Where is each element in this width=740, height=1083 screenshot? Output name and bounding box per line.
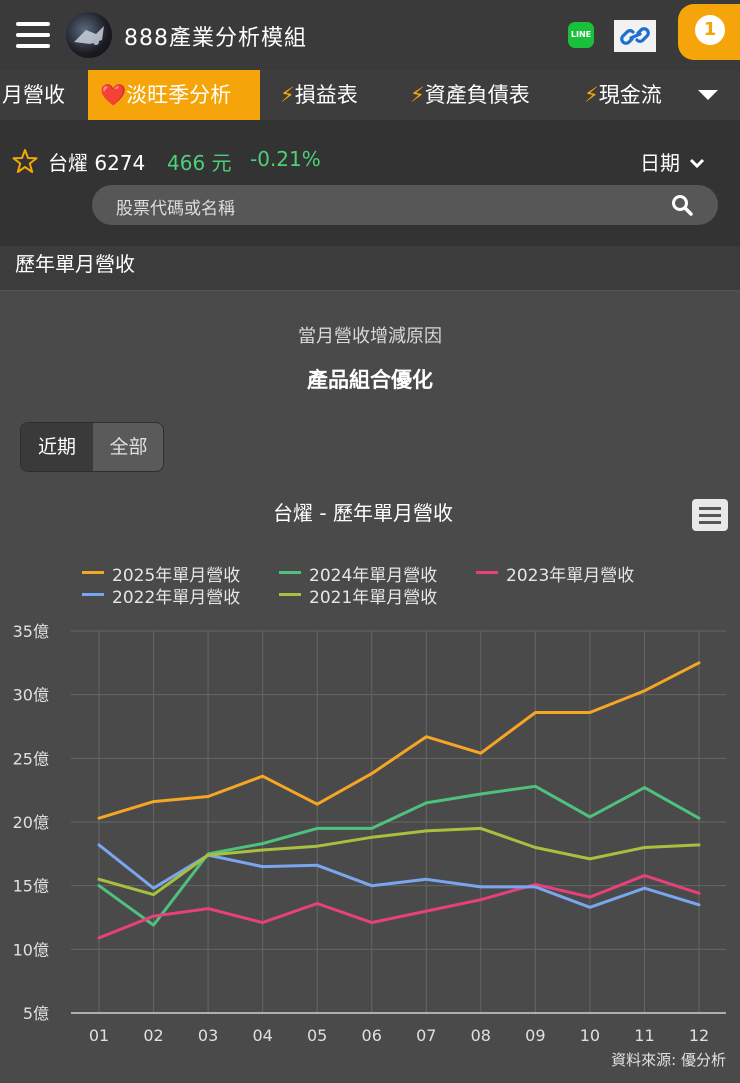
y-tick-label: 25億 <box>13 749 49 768</box>
hamburger-menu-icon[interactable] <box>16 22 50 48</box>
tab-monthly-revenue[interactable]: 月營收 <box>2 83 65 107</box>
heart-icon: ❤️ <box>100 83 127 107</box>
x-tick-label: 02 <box>143 1026 163 1045</box>
date-selector[interactable]: 日期 <box>640 147 706 176</box>
period-all-button[interactable]: 全部 <box>109 436 148 458</box>
lightning-icon: ⚡ <box>280 83 295 107</box>
y-tick-label: 35億 <box>13 622 49 641</box>
lightning-icon: ⚡ <box>584 83 599 107</box>
x-tick-label: 05 <box>307 1026 327 1045</box>
stock-price: 466 元 <box>167 151 232 175</box>
lightning-icon: ⚡ <box>410 83 425 107</box>
series-line-2 <box>97 874 701 940</box>
revenue-line-chart: 5億 10億 15億 20億 25億 30億 35億 01 02 03 04 05 06 07 08 09 10… <box>13 622 726 1045</box>
notification-badge[interactable]: 1 <box>678 4 740 60</box>
stock-change: -0.21% <box>250 147 321 171</box>
series-line-0 <box>97 661 701 820</box>
x-tick-label: 06 <box>362 1026 382 1045</box>
chevron-down-icon <box>690 158 705 169</box>
x-tick-label: 11 <box>634 1026 654 1045</box>
stock-name: 台燿 6274 <box>48 151 146 175</box>
series-line-1 <box>97 784 701 927</box>
feature-tabs: 月營收 ❤️淡旺季分析 ⚡損益表 ⚡資產負債表 ⚡現金流 <box>0 70 740 120</box>
chevron-down-icon <box>698 90 718 100</box>
x-tick-label: 10 <box>580 1026 600 1045</box>
x-tick-label: 03 <box>198 1026 218 1045</box>
x-tick-label: 07 <box>416 1026 436 1045</box>
app-title: 888產業分析模組 <box>124 26 307 51</box>
series-line-4 <box>97 826 701 897</box>
revenue-change-reason: 產品組合優化 <box>307 368 433 392</box>
tabs-more-button[interactable] <box>690 70 740 120</box>
x-tick-label: 09 <box>525 1026 545 1045</box>
x-tick-label: 12 <box>689 1026 709 1045</box>
tab-cash-flow[interactable]: ⚡現金流 <box>584 83 662 107</box>
x-tick-label: 04 <box>252 1026 272 1045</box>
y-tick-label: 10億 <box>13 940 49 959</box>
period-recent-button[interactable]: 近期 <box>21 423 93 471</box>
star-icon[interactable] <box>12 148 38 174</box>
stock-info-bar <box>0 120 740 246</box>
y-tick-label: 20億 <box>13 813 49 832</box>
y-tick-label: 15億 <box>13 877 49 896</box>
section-header <box>0 246 740 291</box>
data-source: 資料來源: 優分析 <box>611 1051 726 1069</box>
section-title: 歷年單月營收 <box>15 252 135 276</box>
search-input[interactable] <box>92 185 718 225</box>
x-tick-label: 08 <box>471 1026 491 1045</box>
search-placeholder: 股票代碼或名稱 <box>116 199 235 219</box>
y-tick-label: 5億 <box>23 1004 49 1023</box>
revenue-change-reason-label: 當月營收增減原因 <box>298 326 442 347</box>
period-toggle: 近期 全部 <box>20 422 164 472</box>
link-share-icon[interactable] <box>614 20 656 52</box>
notification-count: 1 <box>695 15 725 45</box>
chart-title: 台燿 - 歷年單月營收 <box>273 501 453 525</box>
x-tick-label: 01 <box>89 1026 109 1045</box>
app-logo[interactable] <box>66 12 112 58</box>
y-tick-label: 30億 <box>13 686 49 705</box>
tab-seasonal-analysis[interactable]: ❤️淡旺季分析 <box>88 70 260 120</box>
tab-balance-sheet[interactable]: ⚡資產負債表 <box>410 83 530 107</box>
line-share-icon[interactable]: LINE <box>568 22 594 48</box>
tab-income-statement[interactable]: ⚡損益表 <box>280 83 358 107</box>
chart-export-menu-button[interactable] <box>692 499 728 531</box>
search-icon[interactable] <box>670 193 694 217</box>
